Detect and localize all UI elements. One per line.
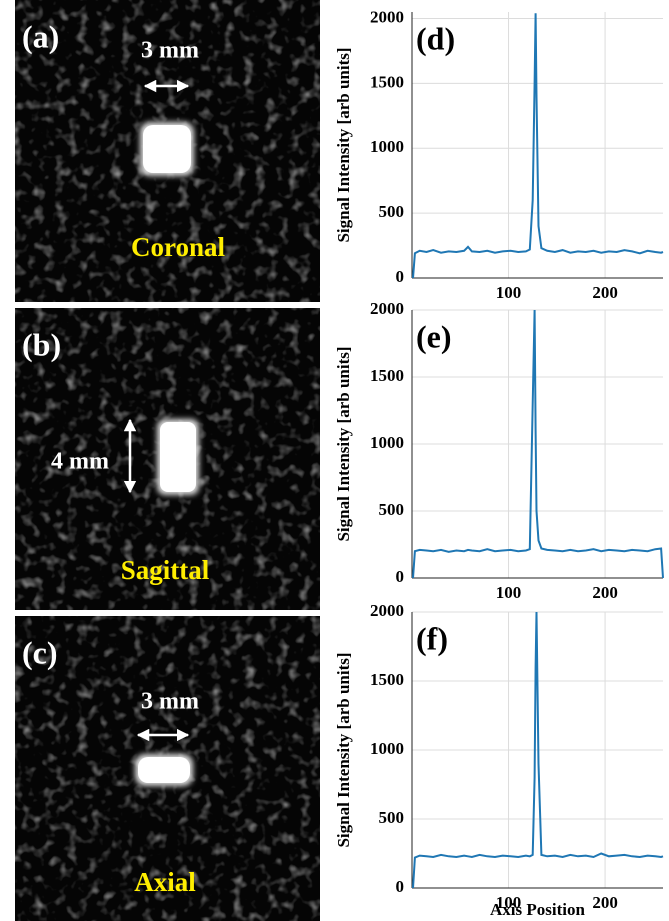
signal-blob xyxy=(143,125,191,173)
x-tick-label: 200 xyxy=(592,893,618,912)
scale-label: 4 mm xyxy=(51,449,109,475)
panel-label: (b) xyxy=(22,326,61,362)
y-tick-label: 1500 xyxy=(370,366,404,385)
y-tick-label: 1000 xyxy=(370,433,404,452)
panel-label: (c) xyxy=(22,634,58,670)
x-tick-label: 100 xyxy=(496,893,522,912)
data-line xyxy=(412,611,664,889)
view-label: Sagittal xyxy=(121,555,210,585)
y-tick-label: 500 xyxy=(379,202,405,221)
x-tick-label: 100 xyxy=(496,283,522,302)
chart-panel-label: (f) xyxy=(416,620,448,656)
y-tick-label: 500 xyxy=(379,500,405,519)
y-axis-label: Signal Intensity [arb units] xyxy=(334,47,353,242)
y-tick-label: 2000 xyxy=(370,299,404,318)
x-tick-label: 200 xyxy=(592,583,618,602)
y-tick-label: 2000 xyxy=(370,601,404,620)
y-tick-label: 0 xyxy=(396,267,405,286)
y-tick-label: 500 xyxy=(379,808,405,827)
data-line xyxy=(412,13,664,279)
x-tick-label: 200 xyxy=(592,283,618,302)
y-tick-label: 1500 xyxy=(370,670,404,689)
y-tick-label: 1000 xyxy=(370,739,404,758)
panel-label: (a) xyxy=(22,18,59,54)
y-tick-label: 1000 xyxy=(370,137,404,156)
y-tick-label: 1500 xyxy=(370,72,404,91)
scale-label: 3 mm xyxy=(141,689,199,715)
y-tick-label: 0 xyxy=(396,567,405,586)
view-label: Axial xyxy=(134,867,196,897)
chart-panel-label: (d) xyxy=(416,20,455,56)
x-axis-label: Axis Position xyxy=(490,900,585,919)
y-tick-label: 0 xyxy=(396,877,405,896)
chart-panel-label: (e) xyxy=(416,318,452,354)
y-tick-label: 2000 xyxy=(370,7,404,26)
y-axis-label: Signal Intensity [arb units] xyxy=(334,346,353,541)
signal-blob xyxy=(160,422,196,492)
x-tick-label: 100 xyxy=(496,583,522,602)
scale-label: 3 mm xyxy=(141,38,199,64)
data-line xyxy=(412,309,664,579)
y-axis-label: Signal Intensity [arb units] xyxy=(334,652,353,847)
signal-blob xyxy=(138,757,190,783)
view-label: Coronal xyxy=(131,232,226,262)
